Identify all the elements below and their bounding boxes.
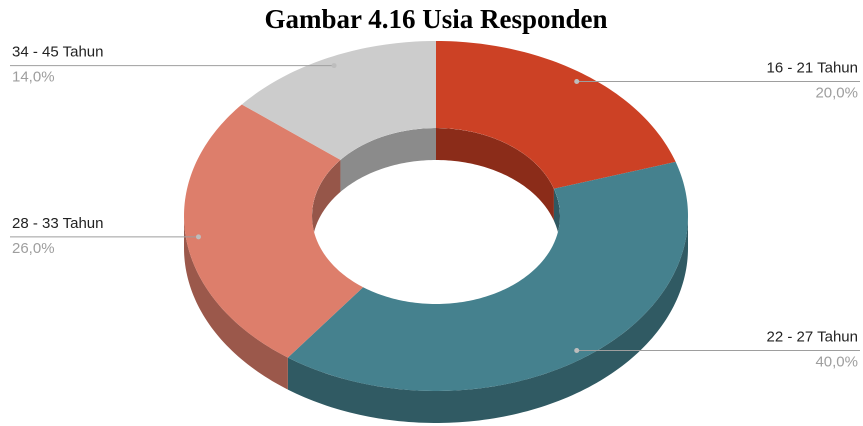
hole-side	[312, 159, 341, 248]
leader-dot	[331, 63, 337, 69]
hole-side	[340, 128, 436, 192]
slice	[287, 161, 688, 391]
slice-side	[287, 216, 688, 423]
chart-title: Gambar 4.16 Usia Responden	[264, 4, 607, 34]
slice	[184, 104, 364, 358]
leader-dot	[574, 79, 580, 85]
leader-dot	[574, 347, 580, 353]
hole-side	[436, 128, 554, 221]
legend-label: 16 - 21 Tahun	[767, 59, 858, 76]
slice-side	[184, 216, 288, 390]
slice	[241, 41, 436, 160]
data-label: 26,0%	[12, 240, 55, 257]
legend-label: 22 - 27 Tahun	[767, 328, 858, 345]
leader-dot	[195, 234, 201, 240]
data-label: 14,0%	[12, 69, 55, 86]
data-label: 20,0%	[815, 84, 858, 101]
slice	[436, 41, 676, 189]
data-label: 40,0%	[815, 353, 858, 370]
legend-label: 34 - 45 Tahun	[12, 44, 103, 61]
legend-label: 28 - 33 Tahun	[12, 215, 103, 232]
